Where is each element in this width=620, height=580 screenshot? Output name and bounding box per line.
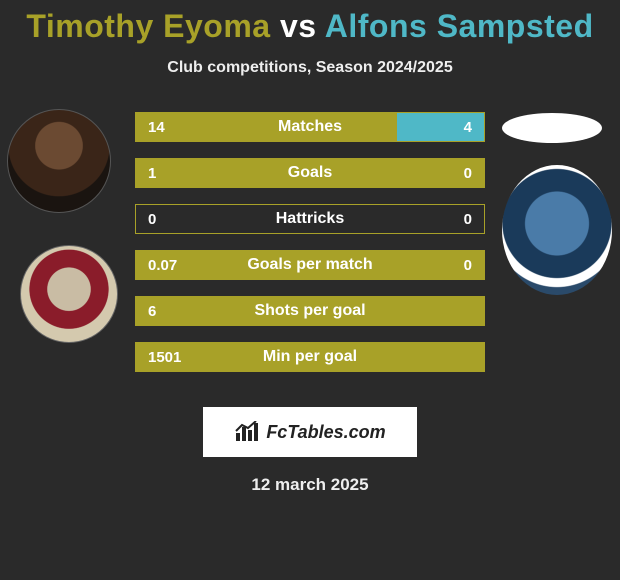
chart-icon — [234, 421, 260, 443]
stat-value-right: 0 — [464, 205, 472, 233]
stat-label: Goals — [136, 159, 484, 187]
player1-name: Timothy Eyoma — [26, 8, 270, 44]
stat-value-left: 0 — [148, 205, 156, 233]
stat-value-right: 0 — [464, 159, 472, 187]
player1-avatar — [7, 109, 111, 213]
vs-text: vs — [280, 8, 317, 44]
stat-label: Min per goal — [136, 343, 484, 371]
player2-avatar — [502, 113, 602, 143]
date-text: 12 march 2025 — [0, 475, 620, 495]
stat-label: Goals per match — [136, 251, 484, 279]
stat-bars: Matches144Goals10Hattricks00Goals per ma… — [135, 112, 485, 388]
stat-value-left: 6 — [148, 297, 156, 325]
comparison-title: Timothy Eyoma vs Alfons Sampsted — [0, 0, 620, 45]
subtitle: Club competitions, Season 2024/2025 — [0, 59, 620, 77]
branding-box: FcTables.com — [203, 407, 417, 457]
stat-value-left: 14 — [148, 113, 165, 141]
stat-value-left: 1 — [148, 159, 156, 187]
branding-text: FcTables.com — [266, 422, 385, 443]
stat-value-right: 0 — [464, 251, 472, 279]
stat-row: Matches14 4 — [135, 112, 485, 142]
player1-club-crest — [20, 245, 118, 343]
comparison-body: Matches144Goals10Hattricks00Goals per ma… — [0, 105, 620, 385]
stat-value-right: 4 — [464, 113, 472, 141]
stat-row: Goals1 0 — [135, 158, 485, 188]
stat-row: Goals per match0.07 0 — [135, 250, 485, 280]
stat-row: Shots per goal6 — [135, 296, 485, 326]
stat-label: Shots per goal — [136, 297, 484, 325]
stat-value-left: 1501 — [148, 343, 181, 371]
stat-label: Hattricks — [136, 205, 484, 233]
player2-name: Alfons Sampsted — [325, 8, 594, 44]
stat-row: Hattricks0 0 — [135, 204, 485, 234]
stat-label: Matches — [136, 113, 484, 141]
stat-row: Min per goal1501 — [135, 342, 485, 372]
player2-club-crest — [502, 165, 612, 295]
stat-value-left: 0.07 — [148, 251, 177, 279]
